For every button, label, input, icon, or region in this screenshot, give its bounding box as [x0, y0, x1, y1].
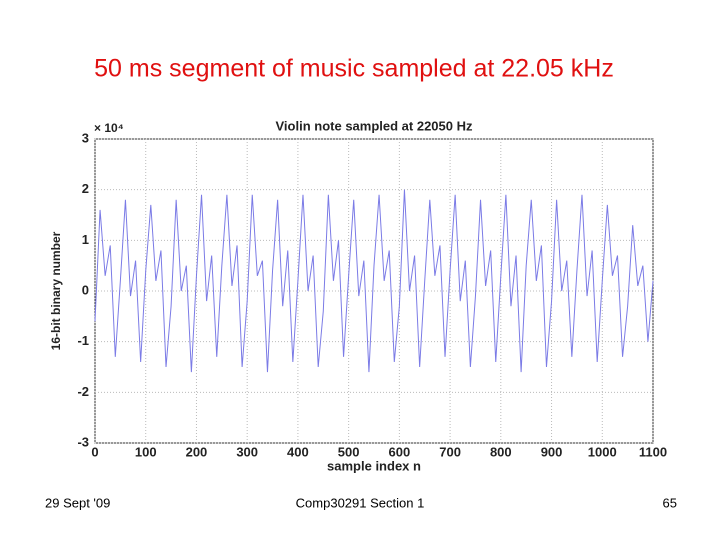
slide-title: 50 ms segment of music sampled at 22.05 …: [94, 55, 614, 83]
y-tick-label: -3: [77, 434, 89, 449]
y-axis-label: 16-bit binary number: [49, 231, 63, 350]
x-tick-label: 300: [236, 444, 258, 459]
x-tick-label: 0: [91, 444, 98, 459]
x-tick-label: 800: [490, 444, 512, 459]
x-tick-label: 200: [186, 444, 208, 459]
footer-date: 29 Sept '09: [45, 495, 110, 510]
chart-title: Violin note sampled at 22050 Hz: [276, 118, 473, 133]
x-tick-label: 700: [439, 444, 461, 459]
y-tick-label: -1: [77, 333, 89, 348]
y-tick-label: 1: [82, 232, 89, 247]
y-tick-label: -2: [77, 384, 89, 399]
x-axis-label: sample index n: [327, 458, 421, 473]
x-tick-label: 100: [135, 444, 157, 459]
page-number: 65: [663, 495, 677, 510]
waveform-line: [94, 189, 654, 373]
footer-course: Comp30291 Section 1: [296, 495, 425, 510]
x-tick-label: 1000: [588, 444, 617, 459]
y-tick-label: 3: [82, 130, 89, 145]
y-multiplier: × 10⁴: [94, 121, 124, 135]
y-tick-label: 2: [82, 181, 89, 196]
y-tick-label: 0: [82, 282, 89, 297]
x-tick-label: 400: [287, 444, 309, 459]
x-tick-label: 500: [338, 444, 360, 459]
x-tick-label: 900: [541, 444, 563, 459]
x-tick-label: 1100: [639, 444, 667, 459]
x-tick-label: 600: [389, 444, 411, 459]
